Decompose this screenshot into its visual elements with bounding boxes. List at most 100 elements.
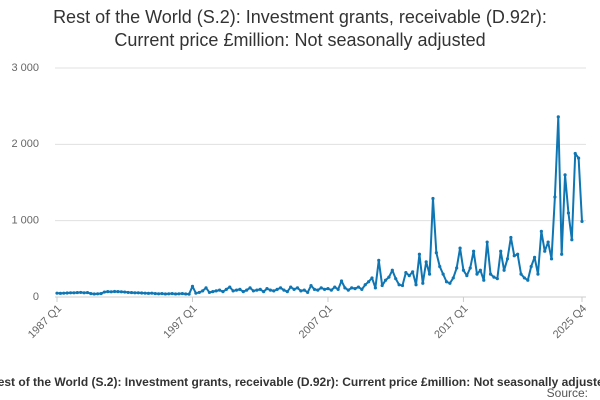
data-point (214, 289, 218, 293)
data-point (224, 287, 228, 291)
data-point (329, 288, 333, 292)
data-point (556, 115, 560, 119)
data-point (295, 286, 300, 290)
data-point (505, 257, 510, 261)
data-point (306, 290, 310, 295)
data-point (79, 290, 83, 295)
data-point (309, 283, 313, 288)
data-point (299, 289, 303, 293)
x-tick-label: 1997 Q1 (161, 303, 199, 341)
data-point (577, 156, 581, 160)
data-point (241, 290, 245, 294)
data-point (526, 278, 530, 282)
data-point (343, 286, 347, 290)
data-point (444, 280, 449, 284)
data-point (116, 290, 120, 294)
data-point (560, 252, 564, 256)
data-point (488, 272, 493, 276)
data-point (499, 249, 503, 253)
data-point (373, 286, 377, 290)
x-tick-label: 2025 Q4 (551, 303, 589, 341)
data-point (336, 287, 340, 291)
data-point (163, 292, 167, 296)
data-point (136, 291, 140, 295)
data-point (231, 289, 235, 293)
data-point (441, 272, 445, 276)
data-point (509, 235, 513, 240)
data-point (427, 272, 432, 276)
data-point (458, 246, 462, 250)
data-point (339, 279, 344, 283)
data-point (312, 287, 317, 291)
data-point (99, 291, 103, 296)
data-point (570, 238, 574, 242)
data-point (377, 258, 381, 262)
data-point (319, 286, 323, 290)
data-point (387, 275, 391, 279)
data-point (532, 255, 537, 259)
data-point (207, 290, 212, 295)
data-point (289, 285, 293, 289)
data-point (502, 268, 506, 272)
data-point (522, 276, 527, 280)
data-point (292, 287, 296, 291)
data-point (109, 290, 113, 294)
data-point (65, 291, 69, 295)
data-point (194, 291, 198, 295)
data-point (302, 288, 306, 292)
data-point (275, 287, 279, 291)
data-point (282, 288, 286, 292)
data-point (238, 287, 242, 291)
data-point (519, 272, 523, 276)
footer-title: Rest of the World (S.2): Investment gran… (0, 375, 600, 389)
data-point (539, 229, 543, 233)
data-point (485, 240, 489, 244)
x-tick-label: 2017 Q1 (432, 303, 470, 341)
data-point (573, 151, 577, 156)
data-point (322, 287, 327, 291)
data-point (448, 281, 452, 285)
data-point (197, 290, 201, 295)
data-point (536, 272, 540, 276)
data-point (170, 291, 174, 296)
data-point (431, 196, 435, 201)
data-point (397, 283, 401, 287)
data-point (55, 291, 59, 295)
data-point (468, 266, 472, 270)
data-point (394, 277, 398, 281)
data-point (140, 291, 144, 295)
data-point (461, 268, 466, 272)
y-tick-label: 1 000 (11, 215, 39, 227)
data-point (204, 286, 208, 290)
y-tick-label: 0 (33, 291, 39, 303)
data-point (221, 290, 225, 294)
data-point (96, 292, 100, 296)
data-point (102, 290, 107, 294)
data-point (58, 291, 62, 295)
data-point (549, 257, 554, 261)
data-point (211, 290, 215, 294)
data-point (346, 288, 350, 292)
data-point (285, 290, 289, 294)
data-point (160, 291, 164, 296)
data-point (143, 291, 147, 295)
data-point (201, 289, 205, 293)
data-point (417, 252, 422, 256)
data-point (262, 290, 266, 294)
data-point (390, 268, 394, 272)
data-point (82, 291, 86, 295)
data-point (353, 287, 357, 291)
x-tick-label: 2007 Q1 (297, 303, 335, 341)
data-point (106, 290, 110, 294)
data-point (316, 288, 320, 292)
data-point (89, 291, 93, 296)
data-point (119, 290, 123, 294)
data-point (326, 287, 330, 291)
data-point (129, 290, 134, 295)
data-point (123, 290, 127, 294)
data-point (333, 285, 337, 289)
data-point (404, 270, 408, 275)
data-point (451, 276, 455, 280)
data-point (272, 289, 276, 293)
